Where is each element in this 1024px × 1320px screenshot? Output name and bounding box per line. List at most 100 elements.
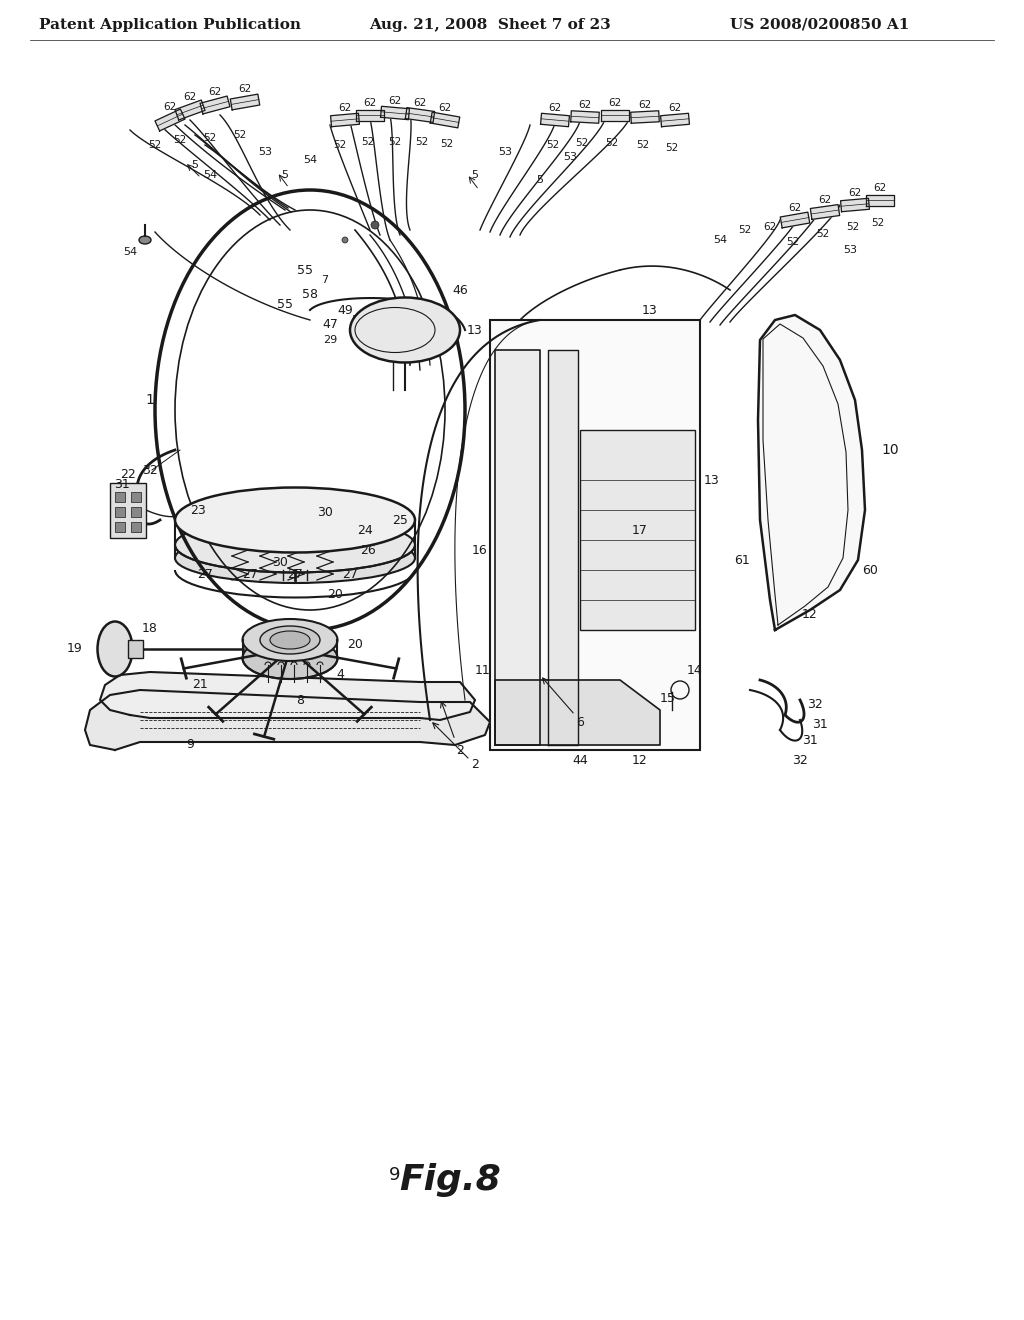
Polygon shape [866,194,894,206]
Text: 53: 53 [843,246,857,255]
Text: 62: 62 [364,98,377,108]
Text: 48: 48 [372,314,388,326]
Polygon shape [430,112,460,128]
Text: 62: 62 [818,195,831,205]
Ellipse shape [243,619,338,661]
Bar [131,492,141,502]
Text: 45: 45 [417,314,433,326]
Text: 62: 62 [414,98,427,108]
Bar [128,640,143,657]
Text: 62: 62 [164,102,176,112]
Ellipse shape [270,631,310,649]
Text: 20: 20 [327,589,343,602]
Polygon shape [356,110,384,120]
Text: 52: 52 [173,135,186,145]
Text: 32: 32 [807,698,823,711]
Text: 15: 15 [660,692,676,705]
Text: 30: 30 [272,556,288,569]
Text: 62: 62 [638,100,651,110]
Text: 8: 8 [296,693,304,706]
Text: 52: 52 [636,140,649,150]
Text: 52: 52 [148,140,162,150]
Text: 62: 62 [549,103,561,114]
Text: 61: 61 [734,553,750,566]
Text: 5: 5 [282,170,289,180]
Text: 52: 52 [816,228,829,239]
Text: 62: 62 [873,183,887,193]
Text: 53: 53 [563,152,577,162]
Text: 49: 49 [337,304,353,317]
Text: 19: 19 [68,643,83,656]
Text: 62: 62 [608,98,622,108]
Text: 52: 52 [738,224,752,235]
Text: 10: 10 [882,444,899,457]
Ellipse shape [97,622,132,676]
Text: 54: 54 [203,170,217,180]
Text: 52: 52 [233,129,247,140]
Text: 52: 52 [871,218,885,228]
Polygon shape [548,350,578,744]
Text: 52: 52 [361,137,375,147]
Text: 52: 52 [440,139,454,149]
Text: Aug. 21, 2008  Sheet 7 of 23: Aug. 21, 2008 Sheet 7 of 23 [369,18,611,32]
Text: 26: 26 [360,544,376,557]
Bar [110,483,146,539]
Text: 23: 23 [190,503,206,516]
Text: 50: 50 [352,314,368,326]
Polygon shape [406,108,434,123]
Polygon shape [660,114,689,127]
Text: 62: 62 [183,92,197,102]
Text: 54: 54 [713,235,727,246]
Text: 14: 14 [687,664,702,676]
Text: 52: 52 [666,143,679,153]
Text: 53: 53 [498,147,512,157]
Text: 27: 27 [342,569,358,582]
Text: 52: 52 [547,140,560,150]
Text: 44: 44 [572,754,588,767]
Polygon shape [570,111,599,123]
Text: 52: 52 [847,222,859,232]
Text: 62: 62 [848,187,861,198]
Text: 55: 55 [278,298,293,312]
Text: 22: 22 [120,469,136,482]
Text: 32: 32 [793,754,808,767]
Polygon shape [758,315,865,630]
Polygon shape [780,213,810,228]
Ellipse shape [260,626,319,653]
Ellipse shape [139,236,151,244]
Text: 27: 27 [242,569,258,582]
Text: 6: 6 [577,715,584,729]
Text: Patent Application Publication: Patent Application Publication [39,18,301,32]
Ellipse shape [371,220,379,228]
Text: 52: 52 [204,133,217,143]
Text: 21: 21 [193,678,208,692]
Text: 5: 5 [471,170,478,180]
Text: 2: 2 [456,743,464,756]
Polygon shape [810,205,840,219]
Polygon shape [495,680,660,744]
Text: 56: 56 [412,348,428,362]
Text: 62: 62 [669,103,682,114]
Text: 30: 30 [317,506,333,519]
Text: 58: 58 [302,289,318,301]
Text: 27: 27 [197,569,213,582]
Bar [115,507,125,517]
Polygon shape [100,672,475,719]
Text: 4: 4 [336,668,344,681]
Text: 5: 5 [191,160,199,170]
Polygon shape [200,96,230,114]
Polygon shape [155,110,185,131]
Text: 11: 11 [475,664,490,676]
Text: 1: 1 [145,393,155,407]
Text: 57: 57 [442,329,458,342]
Text: 3: 3 [111,513,120,527]
Bar [115,521,125,532]
Text: 28: 28 [132,503,147,516]
Text: 54: 54 [123,247,137,257]
Ellipse shape [175,517,415,573]
Text: 52: 52 [575,139,589,148]
Text: Fig.8: Fig.8 [399,1163,501,1197]
Polygon shape [331,114,359,127]
Ellipse shape [175,533,415,583]
Text: 17: 17 [632,524,648,536]
